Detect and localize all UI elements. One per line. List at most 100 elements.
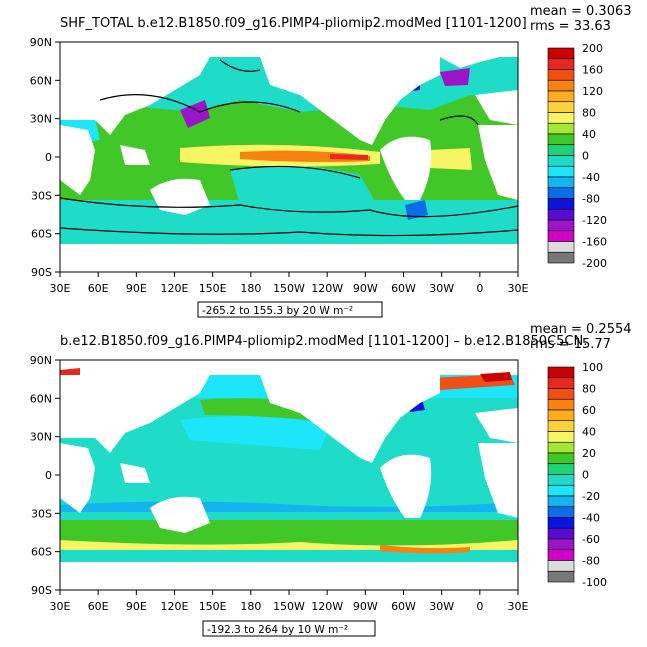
top-xtick-label: 30E [508, 282, 529, 295]
top-colorbar-swatch [547, 241, 575, 253]
bottom-xtick-label: 60E [88, 600, 109, 613]
bottom-ytick-label: 30S [31, 507, 52, 520]
bottom-xtick-label: 0 [476, 600, 483, 613]
bottom-colorbar-label: -20 [582, 490, 600, 503]
top-ytick-label: 90S [31, 266, 52, 279]
bottom-colorbar-swatch [547, 452, 575, 465]
bottom-ytick-label: 60N [30, 392, 52, 405]
bottom-xtick-label: 120W [311, 600, 343, 613]
top-contour-npac [99, 94, 301, 113]
top-colorbar-swatch [547, 58, 575, 70]
top-colorbar-swatch [547, 90, 575, 103]
bottom-antarctica [60, 562, 518, 590]
bottom-colorbar-label: 100 [582, 361, 603, 374]
bottom-colorbar-swatch [547, 570, 575, 583]
top-yticks: 90N 60N 30N 0 30S 60S 90S [30, 36, 60, 279]
bottom-colorbar: 100 80 60 40 20 0 -20 -40 -60 -80 -100 [547, 361, 607, 589]
bottom-colorbar-swatch [547, 474, 575, 486]
top-colorbar-label: -120 [582, 214, 607, 227]
bottom-ytick-label: 0 [45, 469, 52, 482]
top-colorbar-label: 160 [582, 64, 603, 77]
bottom-maritime [120, 463, 150, 483]
top-contour-info-box: -265.2 to 155.3 by 20 W m⁻² [197, 301, 383, 318]
top-colorbar-label: -80 [582, 193, 600, 206]
bottom-africa-east [60, 443, 95, 513]
bottom-colorbar-swatch [547, 377, 575, 389]
top-ytick-label: 0 [45, 151, 52, 164]
bottom-colorbar-label: -60 [582, 533, 600, 546]
top-contour-sub-south [59, 197, 519, 218]
bottom-contour-info-box: -192.3 to 264 by 10 W m⁻² [202, 620, 376, 637]
top-colorbar-swatch [547, 176, 575, 189]
bottom-colorbar-swatch [547, 495, 575, 508]
bottom-colorbar-label: -40 [582, 512, 600, 525]
top-eq-red [330, 154, 368, 160]
bottom-colorbar-swatch [547, 388, 575, 400]
top-xtick-label: 90E [126, 282, 147, 295]
top-colorbar-swatch [547, 112, 575, 124]
bottom-so-green [60, 520, 518, 545]
bottom-colorbar-swatch [547, 517, 575, 529]
bottom-colorbar-swatch [547, 420, 575, 432]
top-colorbar-swatch [547, 101, 575, 113]
bottom-north-america [260, 375, 440, 463]
top-xtick-label: 150W [273, 282, 305, 295]
bottom-colorbar-swatch [547, 549, 575, 561]
top-maritime [120, 145, 150, 165]
bottom-yticks: 90N 60N 30N 0 30S 60S 90S [30, 354, 60, 597]
bottom-colorbar-swatch [547, 484, 575, 497]
bottom-xtick-label: 120E [161, 600, 189, 613]
top-contour-so [59, 227, 519, 237]
top-ytick-label: 90N [30, 36, 52, 49]
bottom-xtick-label: 150E [199, 600, 227, 613]
bottom-xtick-label: 90W [353, 600, 378, 613]
top-australia [150, 178, 210, 215]
top-colorbar-swatch [547, 251, 575, 264]
top-stat-mean: mean = 0.3063 [530, 4, 632, 19]
bottom-ytick-label: 90N [30, 354, 52, 367]
top-stat-rms: rms = 33.63 [530, 19, 611, 34]
bottom-colorbar-label: 40 [582, 426, 596, 439]
top-zero-contours [59, 59, 519, 237]
bottom-colorbar-label: -80 [582, 555, 600, 568]
top-colorbar-swatch [547, 69, 575, 81]
top-eq-orange [240, 150, 370, 163]
bottom-title: b.e12.B1850.f09_g16.PIMP4-pliomip2.modMe… [60, 334, 587, 349]
bottom-colorbar-label: 60 [582, 404, 596, 417]
top-europe [475, 90, 518, 125]
bottom-colorbar-label: -100 [582, 576, 607, 589]
top-greenland [440, 57, 500, 68]
bottom-xtick-label: 30E [50, 600, 71, 613]
bottom-xtick-label: 30E [508, 600, 529, 613]
bottom-colorbar-swatch [547, 431, 575, 443]
bottom-colorbar-swatch [547, 506, 575, 518]
bottom-colorbar-label: 20 [582, 447, 596, 460]
top-south-america [380, 136, 432, 200]
top-ytick-label: 30N [30, 113, 52, 126]
top-contour-spac [229, 165, 361, 179]
top-xtick-label: 180 [240, 282, 261, 295]
bottom-colorbar-label: 0 [582, 469, 589, 482]
top-atl-yellow [430, 148, 472, 170]
bottom-xticks: 30E 60E 90E 120E 150E 180 150W 120W 90W 60W 30W 0 30… [50, 590, 529, 613]
bottom-colorbar-swatch [547, 463, 575, 475]
bottom-stat-rms: rms = 15.77 [530, 337, 611, 352]
top-colorbar-swatch [547, 47, 575, 60]
bottom-africa-west [478, 443, 518, 518]
bottom-ytick-label: 30N [30, 431, 52, 444]
top-title: SHF_TOTAL b.e12.B1850.f09_g16.PIMP4-plio… [60, 16, 527, 31]
top-colorbar-label: -40 [582, 171, 600, 184]
top-colorbar-label: 120 [582, 85, 603, 98]
bottom-ytick-label: 90S [31, 584, 52, 597]
top-xtick-label: 150E [199, 282, 227, 295]
top-ytick-label: 60N [30, 74, 52, 87]
top-xticks: 30E 60E 90E 120E 150E 180 150W 120W 90W 60W 30W 0 30… [50, 272, 529, 295]
bottom-colorbar-swatch [547, 398, 575, 411]
bottom-south-america [380, 454, 432, 518]
bottom-contour-info: -192.3 to 264 by 10 W m⁻² [207, 624, 348, 636]
bottom-map [59, 359, 519, 591]
top-north-america [260, 57, 440, 145]
bottom-colorbar-swatch [547, 441, 575, 454]
top-map [59, 41, 519, 273]
top-colorbar-label: -200 [582, 257, 607, 270]
